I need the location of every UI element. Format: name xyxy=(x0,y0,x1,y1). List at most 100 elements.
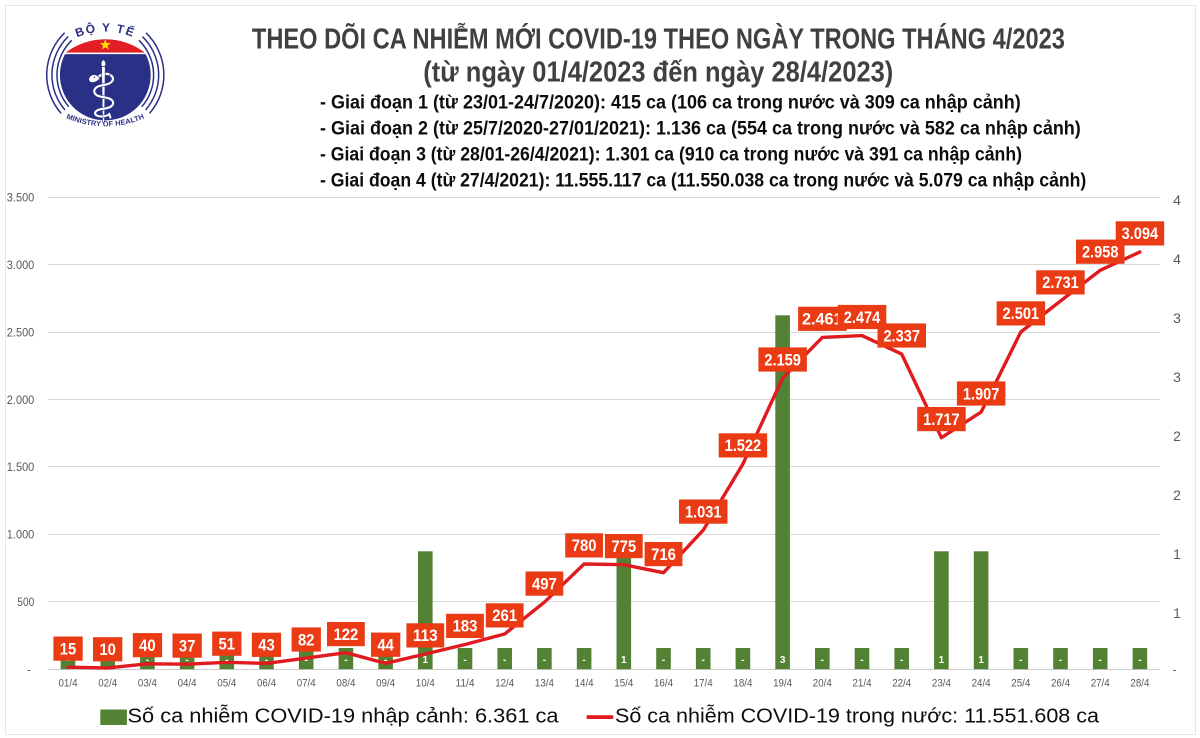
svg-text:122: 122 xyxy=(334,626,359,644)
svg-text:15/4: 15/4 xyxy=(614,678,633,690)
svg-text:-: - xyxy=(463,655,466,666)
svg-text:28/4: 28/4 xyxy=(1130,678,1149,690)
svg-text:09/4: 09/4 xyxy=(376,678,395,690)
svg-text:13/4: 13/4 xyxy=(535,678,554,690)
svg-text:3: 3 xyxy=(1173,310,1181,326)
svg-text:1: 1 xyxy=(423,655,429,666)
svg-text:1.500: 1.500 xyxy=(7,460,35,474)
svg-text:1.000: 1.000 xyxy=(7,528,35,542)
svg-text:43: 43 xyxy=(258,637,275,655)
svg-text:18/4: 18/4 xyxy=(733,678,752,690)
svg-text:-: - xyxy=(860,655,863,666)
svg-text:-: - xyxy=(265,655,268,666)
svg-text:-: - xyxy=(662,655,665,666)
svg-text:16/4: 16/4 xyxy=(654,678,673,690)
svg-text:08/4: 08/4 xyxy=(336,678,355,690)
svg-text:44: 44 xyxy=(377,637,394,655)
svg-text:3.000: 3.000 xyxy=(7,258,35,272)
svg-text:-: - xyxy=(1138,655,1141,666)
svg-text:- Giai đoạn 4 (từ 27/4/2021):: - Giai đoạn 4 (từ 27/4/2021): 11.555.117… xyxy=(320,170,1086,192)
svg-text:-: - xyxy=(702,655,705,666)
svg-text:40: 40 xyxy=(139,637,156,655)
svg-text:2.000: 2.000 xyxy=(7,393,35,407)
svg-text:05/4: 05/4 xyxy=(217,678,236,690)
svg-text:183: 183 xyxy=(453,618,478,636)
svg-text:37: 37 xyxy=(179,637,196,655)
svg-text:2: 2 xyxy=(1173,428,1181,444)
svg-text:-: - xyxy=(344,655,347,666)
svg-text:-: - xyxy=(225,655,228,666)
svg-text:-: - xyxy=(146,655,149,666)
svg-text:2.474: 2.474 xyxy=(844,309,881,327)
svg-text:22/4: 22/4 xyxy=(892,678,911,690)
svg-text:51: 51 xyxy=(219,636,236,654)
svg-text:-: - xyxy=(1059,655,1062,666)
svg-text:2: 2 xyxy=(1173,487,1181,503)
svg-text:775: 775 xyxy=(611,538,636,556)
svg-text:17/4: 17/4 xyxy=(694,678,713,690)
svg-text:24/4: 24/4 xyxy=(972,678,991,690)
svg-text:- Giai đoạn 1 (từ 23/01-24/7/2: - Giai đoạn 1 (từ 23/01-24/7/2020): 415 … xyxy=(320,92,1021,114)
svg-text:26/4: 26/4 xyxy=(1051,678,1070,690)
svg-text:1: 1 xyxy=(1173,546,1181,562)
svg-text:780: 780 xyxy=(572,537,597,555)
svg-text:1: 1 xyxy=(621,655,627,666)
svg-text:19/4: 19/4 xyxy=(773,678,792,690)
svg-text:-: - xyxy=(543,655,546,666)
svg-text:-: - xyxy=(1173,663,1177,677)
svg-text:04/4: 04/4 xyxy=(178,678,197,690)
svg-text:25/4: 25/4 xyxy=(1011,678,1030,690)
svg-text:-: - xyxy=(27,663,31,677)
svg-text:(từ ngày 01/4/2023 đến ngày 28: (từ ngày 01/4/2023 đến ngày 28/4/2023) xyxy=(423,57,893,89)
svg-text:23/4: 23/4 xyxy=(932,678,951,690)
svg-text:1.907: 1.907 xyxy=(963,385,1000,403)
svg-text:Số ca nhiễm COVID-19 nhập cảnh: Số ca nhiễm COVID-19 nhập cảnh: 6.361 ca xyxy=(128,705,560,728)
svg-text:06/4: 06/4 xyxy=(257,678,276,690)
svg-text:- Giai đoạn 2 (từ 25/7/2020-27: - Giai đoạn 2 (từ 25/7/2020-27/01/2021):… xyxy=(320,118,1081,140)
svg-text:-: - xyxy=(503,655,506,666)
svg-text:20/4: 20/4 xyxy=(813,678,832,690)
svg-text:113: 113 xyxy=(413,627,438,645)
svg-text:1.031: 1.031 xyxy=(685,503,722,521)
svg-text:- Giai đoạn 3 (từ 28/01-26/4/2: - Giai đoạn 3 (từ 28/01-26/4/2021): 1.30… xyxy=(320,144,1022,166)
svg-text:-: - xyxy=(900,655,903,666)
svg-text:1.717: 1.717 xyxy=(923,411,960,429)
svg-text:3.500: 3.500 xyxy=(7,191,35,205)
svg-text:3: 3 xyxy=(780,655,786,666)
svg-text:1: 1 xyxy=(978,655,984,666)
svg-text:1: 1 xyxy=(939,655,945,666)
svg-text:497: 497 xyxy=(532,575,557,593)
svg-text:-: - xyxy=(741,655,744,666)
svg-text:14/4: 14/4 xyxy=(575,678,594,690)
svg-text:-: - xyxy=(582,655,585,666)
svg-text:07/4: 07/4 xyxy=(297,678,316,690)
svg-text:-: - xyxy=(305,655,308,666)
svg-text:-: - xyxy=(1019,655,1022,666)
svg-text:10/4: 10/4 xyxy=(416,678,435,690)
svg-text:2.731: 2.731 xyxy=(1042,274,1079,292)
svg-text:01/4: 01/4 xyxy=(59,678,78,690)
svg-text:2.500: 2.500 xyxy=(7,325,35,339)
svg-text:10: 10 xyxy=(99,641,116,659)
svg-text:716: 716 xyxy=(651,546,676,564)
svg-text:3.094: 3.094 xyxy=(1122,225,1159,243)
svg-text:1.522: 1.522 xyxy=(725,437,762,455)
svg-text:-: - xyxy=(185,655,188,666)
svg-text:-: - xyxy=(821,655,824,666)
svg-text:02/4: 02/4 xyxy=(98,678,117,690)
svg-text:2.461: 2.461 xyxy=(802,311,843,329)
svg-text:Số ca nhiễm COVID-19 trong nướ: Số ca nhiễm COVID-19 trong nước: 11.551.… xyxy=(615,705,1100,728)
svg-text:500: 500 xyxy=(17,595,34,609)
svg-text:27/4: 27/4 xyxy=(1091,678,1110,690)
svg-text:12/4: 12/4 xyxy=(495,678,514,690)
svg-text:15: 15 xyxy=(60,640,77,658)
svg-text:82: 82 xyxy=(298,631,315,649)
svg-text:2.337: 2.337 xyxy=(883,327,920,345)
svg-text:3: 3 xyxy=(1173,369,1181,385)
svg-text:-: - xyxy=(384,655,387,666)
svg-text:4: 4 xyxy=(1173,192,1181,208)
svg-text:THEO DÕI CA NHIỄM MỚI COVID-19: THEO DÕI CA NHIỄM MỚI COVID-19 THEO NGÀY… xyxy=(252,21,1065,55)
svg-text:4: 4 xyxy=(1173,251,1181,267)
svg-text:2.958: 2.958 xyxy=(1082,244,1119,262)
svg-text:11/4: 11/4 xyxy=(456,678,475,690)
